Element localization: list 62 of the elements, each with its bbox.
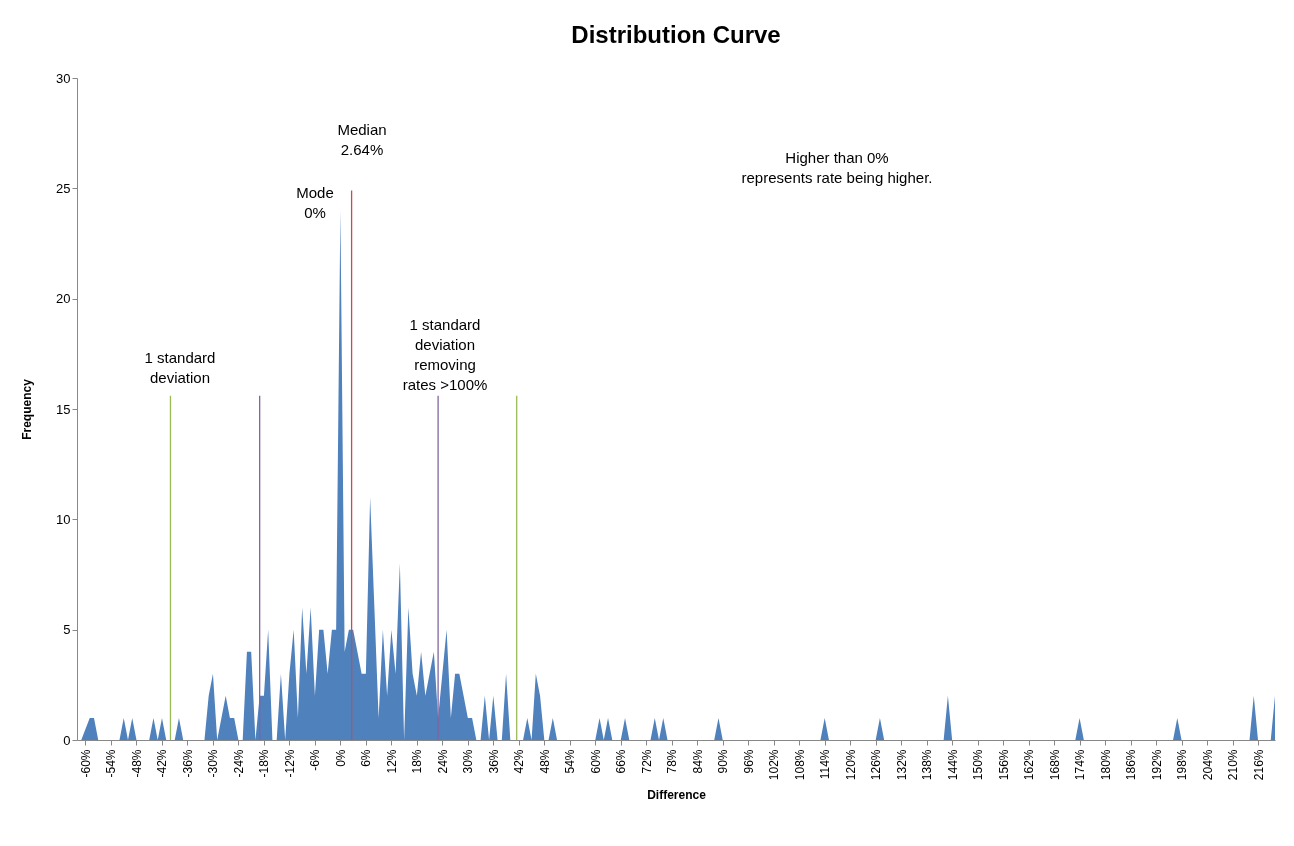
x-tick-label: 210% — [1226, 749, 1241, 781]
y-tick-label: 20 — [56, 291, 71, 307]
x-axis-title: Difference — [647, 788, 707, 803]
x-tick-label: 204% — [1200, 749, 1215, 781]
annotation: 1 standard deviation — [144, 349, 216, 386]
x-tick-label: 216% — [1251, 749, 1266, 781]
x-tick-label: 24% — [435, 749, 450, 774]
x-tick-label: 84% — [690, 749, 705, 774]
y-tick-label: 15 — [56, 401, 71, 417]
x-tick-label: 36% — [486, 749, 501, 774]
x-tick-label: 192% — [1149, 749, 1164, 781]
x-tick-label: 198% — [1175, 749, 1190, 781]
x-tick-label: -42% — [155, 749, 170, 778]
x-tick-label: -36% — [180, 749, 195, 778]
x-tick-label: 132% — [894, 749, 909, 781]
x-tick-label: -30% — [206, 749, 221, 778]
annotation: 1 standard deviation removing rates >100% — [402, 316, 488, 393]
x-tick-label: 6% — [359, 749, 374, 767]
x-tick-label: 120% — [843, 749, 858, 781]
x-tick-label: 126% — [869, 749, 884, 781]
x-tick-label: 174% — [1073, 749, 1088, 781]
x-tick-label: 42% — [512, 749, 527, 774]
y-tick-label: 30 — [56, 70, 71, 86]
x-tick-label: 180% — [1098, 749, 1113, 781]
y-tick-label: 10 — [56, 511, 71, 527]
x-tick-label: 0% — [333, 749, 348, 767]
x-tick-label: 168% — [1047, 749, 1062, 781]
x-tick-label: 96% — [741, 749, 756, 774]
chart-title: Distribution Curve — [571, 21, 781, 48]
x-tick-label: 108% — [792, 749, 807, 781]
x-tick-label: 150% — [971, 749, 986, 781]
x-tick-label: -60% — [79, 749, 93, 778]
annotation: Median 2.64% — [337, 121, 387, 158]
x-tick-label: 114% — [818, 749, 833, 780]
x-tick-label: 72% — [639, 749, 654, 774]
x-tick-label: -24% — [231, 749, 246, 778]
x-tick-label: 162% — [1022, 749, 1037, 781]
x-tick-label: 78% — [665, 749, 680, 774]
x-tick-label: 18% — [410, 749, 425, 774]
x-tick-label: -48% — [129, 749, 144, 778]
x-tick-label: -12% — [282, 749, 297, 778]
y-tick-label: 0 — [63, 732, 71, 748]
x-tick-label: 138% — [920, 749, 935, 781]
annotation: Higher than 0% represents rate being higher. — [741, 149, 933, 186]
x-tick-label: 186% — [1124, 749, 1139, 781]
x-tick-label: 66% — [614, 749, 629, 774]
x-tick-label: 156% — [996, 749, 1011, 781]
x-tick-label: 90% — [716, 749, 731, 774]
x-tick-label: 12% — [384, 749, 399, 774]
x-tick-label: 30% — [461, 749, 476, 774]
x-tick-label: 102% — [767, 749, 782, 781]
x-tick-label: 144% — [945, 749, 960, 781]
annotation: Mode 0% — [296, 184, 334, 221]
x-tick-label: -54% — [104, 749, 119, 778]
x-tick-label: 48% — [537, 749, 552, 774]
x-tick-label: -18% — [257, 749, 272, 778]
x-tick-label: -6% — [308, 749, 323, 771]
x-tick-label: 60% — [588, 749, 603, 774]
y-tick-label: 5 — [63, 622, 71, 638]
y-axis-title: Frequency — [20, 378, 35, 440]
x-tick-label: 54% — [563, 749, 578, 774]
y-tick-label: 25 — [56, 180, 71, 196]
